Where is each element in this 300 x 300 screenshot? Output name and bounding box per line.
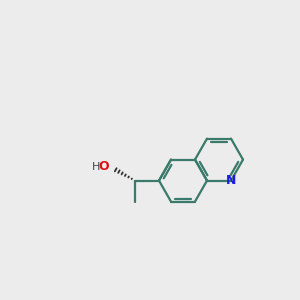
Text: N: N — [226, 174, 236, 187]
Text: O: O — [98, 160, 109, 173]
Text: H: H — [92, 161, 100, 172]
